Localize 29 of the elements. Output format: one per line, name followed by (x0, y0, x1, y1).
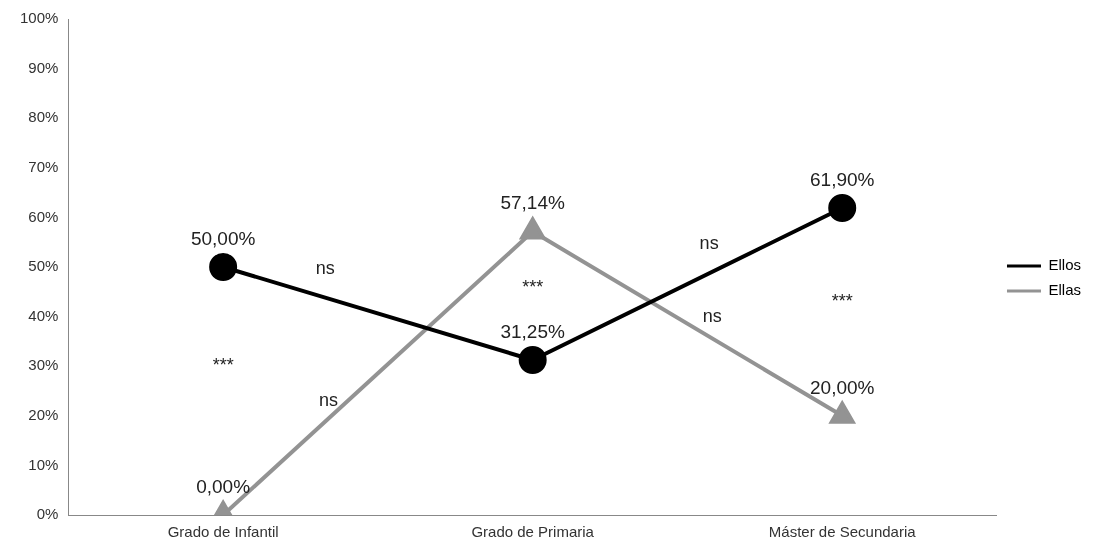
x-tick-label: Máster de Secundaria (768, 523, 917, 541)
y-tick-label: 60% (28, 207, 59, 225)
annotation: *** (212, 355, 234, 376)
y-tick-label: 40% (28, 306, 59, 324)
y-tick-label: 50% (28, 257, 59, 275)
y-tick-label: 20% (28, 405, 59, 423)
data-label: 20,00% (809, 376, 875, 398)
annotation: ns (315, 258, 335, 279)
x-tick-label: Grado de Primaria (471, 523, 595, 541)
legend-label: Ellos (1048, 256, 1081, 274)
y-tick-label: 70% (28, 157, 59, 175)
annotation: *** (831, 290, 853, 311)
legend-label: Ellas (1048, 281, 1081, 299)
y-tick-label: 80% (28, 108, 59, 126)
data-label: 50,00% (190, 227, 256, 249)
x-tick-label: Grado de Infantil (167, 523, 279, 541)
annotation: ns (702, 305, 722, 326)
y-tick-label: 0% (36, 505, 59, 523)
y-tick-label: 90% (28, 58, 59, 76)
annotation: *** (522, 276, 544, 297)
y-tick-label: 100% (19, 9, 59, 27)
y-tick-label: 10% (28, 455, 59, 473)
y-tick-label: 30% (28, 356, 59, 374)
data-label: 31,25% (500, 320, 565, 342)
data-label: 57,14% (500, 192, 565, 214)
data-label: 0,00% (196, 475, 251, 497)
annotation: ns (318, 389, 338, 410)
data-label: 61,90% (809, 168, 875, 190)
annotation: ns (699, 233, 719, 254)
